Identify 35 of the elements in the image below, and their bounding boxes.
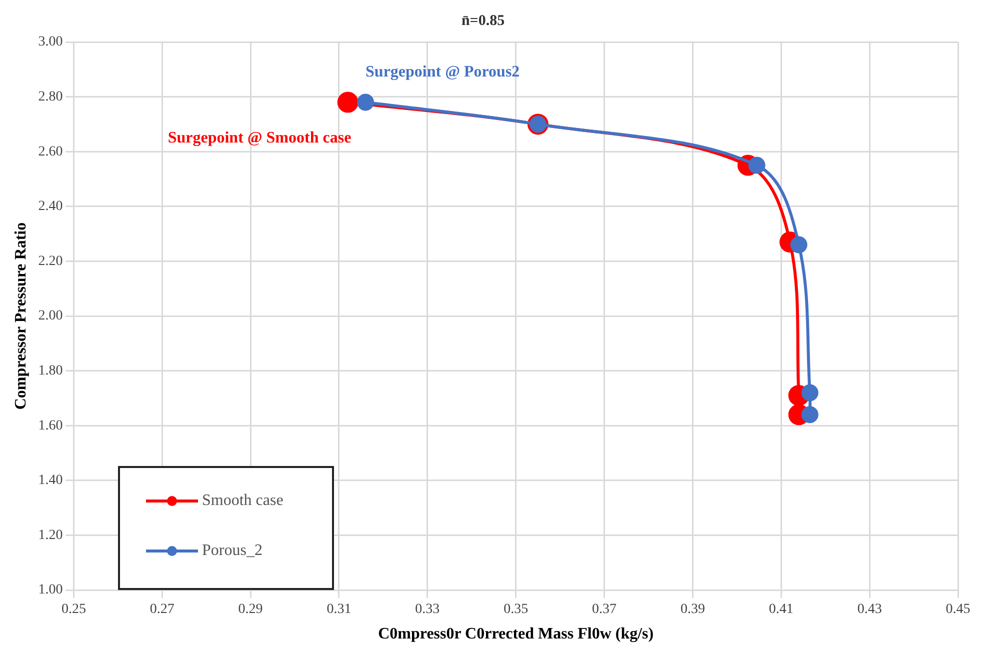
x-tick-label: 0.35: [504, 602, 528, 618]
x-tick-label: 0.25: [61, 602, 86, 618]
y-tick-label: 1.60: [38, 418, 63, 434]
y-axis-title: Compressor Pressure Ratio: [12, 222, 30, 410]
legend-label: Smooth case: [202, 492, 284, 510]
y-tick-label: 1.20: [38, 528, 63, 543]
y-tick-label: 2.00: [38, 308, 63, 324]
y-tick-label: 2.80: [38, 89, 63, 104]
point: [801, 384, 818, 402]
x-tick-label: 0.31: [326, 602, 352, 618]
legend-label: Porous_2: [202, 542, 262, 560]
y-tick-label: 1.80: [38, 363, 63, 378]
point: [357, 94, 374, 111]
annotation: Surgepoint @ Smooth case: [168, 129, 352, 146]
point: [790, 236, 808, 254]
point: [337, 92, 358, 113]
point: [801, 406, 818, 424]
y-tick-label: 2.60: [38, 144, 63, 160]
x-axis-title: C0mpress0r C0rrected Mass Fl0w (kg/s): [378, 626, 654, 643]
x-tick-label: 0.39: [680, 602, 705, 618]
y-tick-label: 1.40: [38, 473, 63, 488]
x-tick-label: 0.43: [857, 602, 882, 618]
point: [748, 156, 766, 174]
x-tick-label: 0.27: [150, 602, 174, 618]
chart-title: n̄=0.85: [461, 12, 505, 29]
y-tick-label: 2.40: [38, 199, 63, 214]
x-tick-label: 0.33: [415, 602, 440, 618]
x-tick-label: 0.29: [238, 602, 263, 618]
x-tick-label: 0.45: [946, 602, 970, 618]
x-tick-label: 0.37: [592, 602, 617, 618]
y-tick-label: 3.00: [38, 34, 63, 50]
annotation: Surgepoint @ Porous2: [366, 63, 520, 80]
x-tick-label: 0.41: [768, 602, 794, 618]
y-tick-label: 1.00: [38, 582, 63, 598]
y-tick-label: 2.20: [38, 254, 63, 269]
